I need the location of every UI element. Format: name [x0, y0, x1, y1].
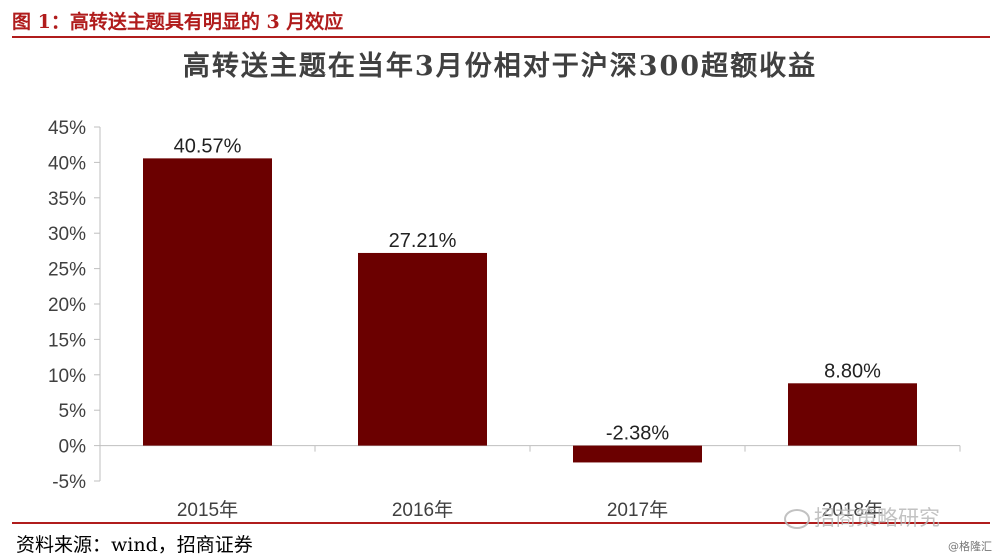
y-tick-label: 10%	[48, 366, 86, 387]
x-tick-label: 2015年	[177, 499, 238, 521]
bar	[358, 252, 487, 446]
figure-caption: 图 1：高转送主题具有明显的 3 月效应	[12, 11, 344, 33]
y-tick-label: 0%	[59, 437, 87, 458]
bar	[788, 383, 917, 446]
y-tick-label: -5%	[52, 472, 86, 493]
wechat-icon	[784, 509, 810, 529]
figure-header: 图 1：高转送主题具有明显的 3 月效应	[12, 4, 990, 38]
data-label: -2.38%	[606, 423, 670, 445]
x-tick-label: 2016年	[392, 499, 453, 521]
watermark-text: 招商策略研究	[814, 506, 940, 530]
credit-text: @格隆汇	[948, 540, 992, 553]
y-tick-label: 15%	[48, 330, 86, 351]
y-tick-label: 25%	[48, 260, 86, 281]
data-label: 40.57%	[174, 135, 242, 157]
y-tick-label: 5%	[59, 401, 87, 422]
data-label: 8.80%	[824, 360, 881, 382]
bar	[573, 445, 702, 463]
y-tick-label: 35%	[48, 189, 86, 210]
figure-footer: 资料来源：wind，招商证券	[12, 522, 990, 556]
x-tick-label: 2017年	[607, 499, 668, 521]
source-note: 资料来源：wind，招商证券	[16, 534, 253, 556]
y-tick-label: 30%	[48, 224, 86, 245]
y-tick-label: 40%	[48, 153, 86, 174]
y-tick-label: 20%	[48, 295, 86, 316]
bar	[143, 158, 272, 446]
y-tick-label: 45%	[48, 118, 86, 139]
chart-title: 高转送主题在当年3月份相对于沪深300超额收益	[182, 51, 818, 82]
x-tick-label: 2018年	[822, 499, 883, 521]
watermark: 招商策略研究	[784, 502, 940, 532]
data-label: 27.21%	[389, 230, 457, 252]
